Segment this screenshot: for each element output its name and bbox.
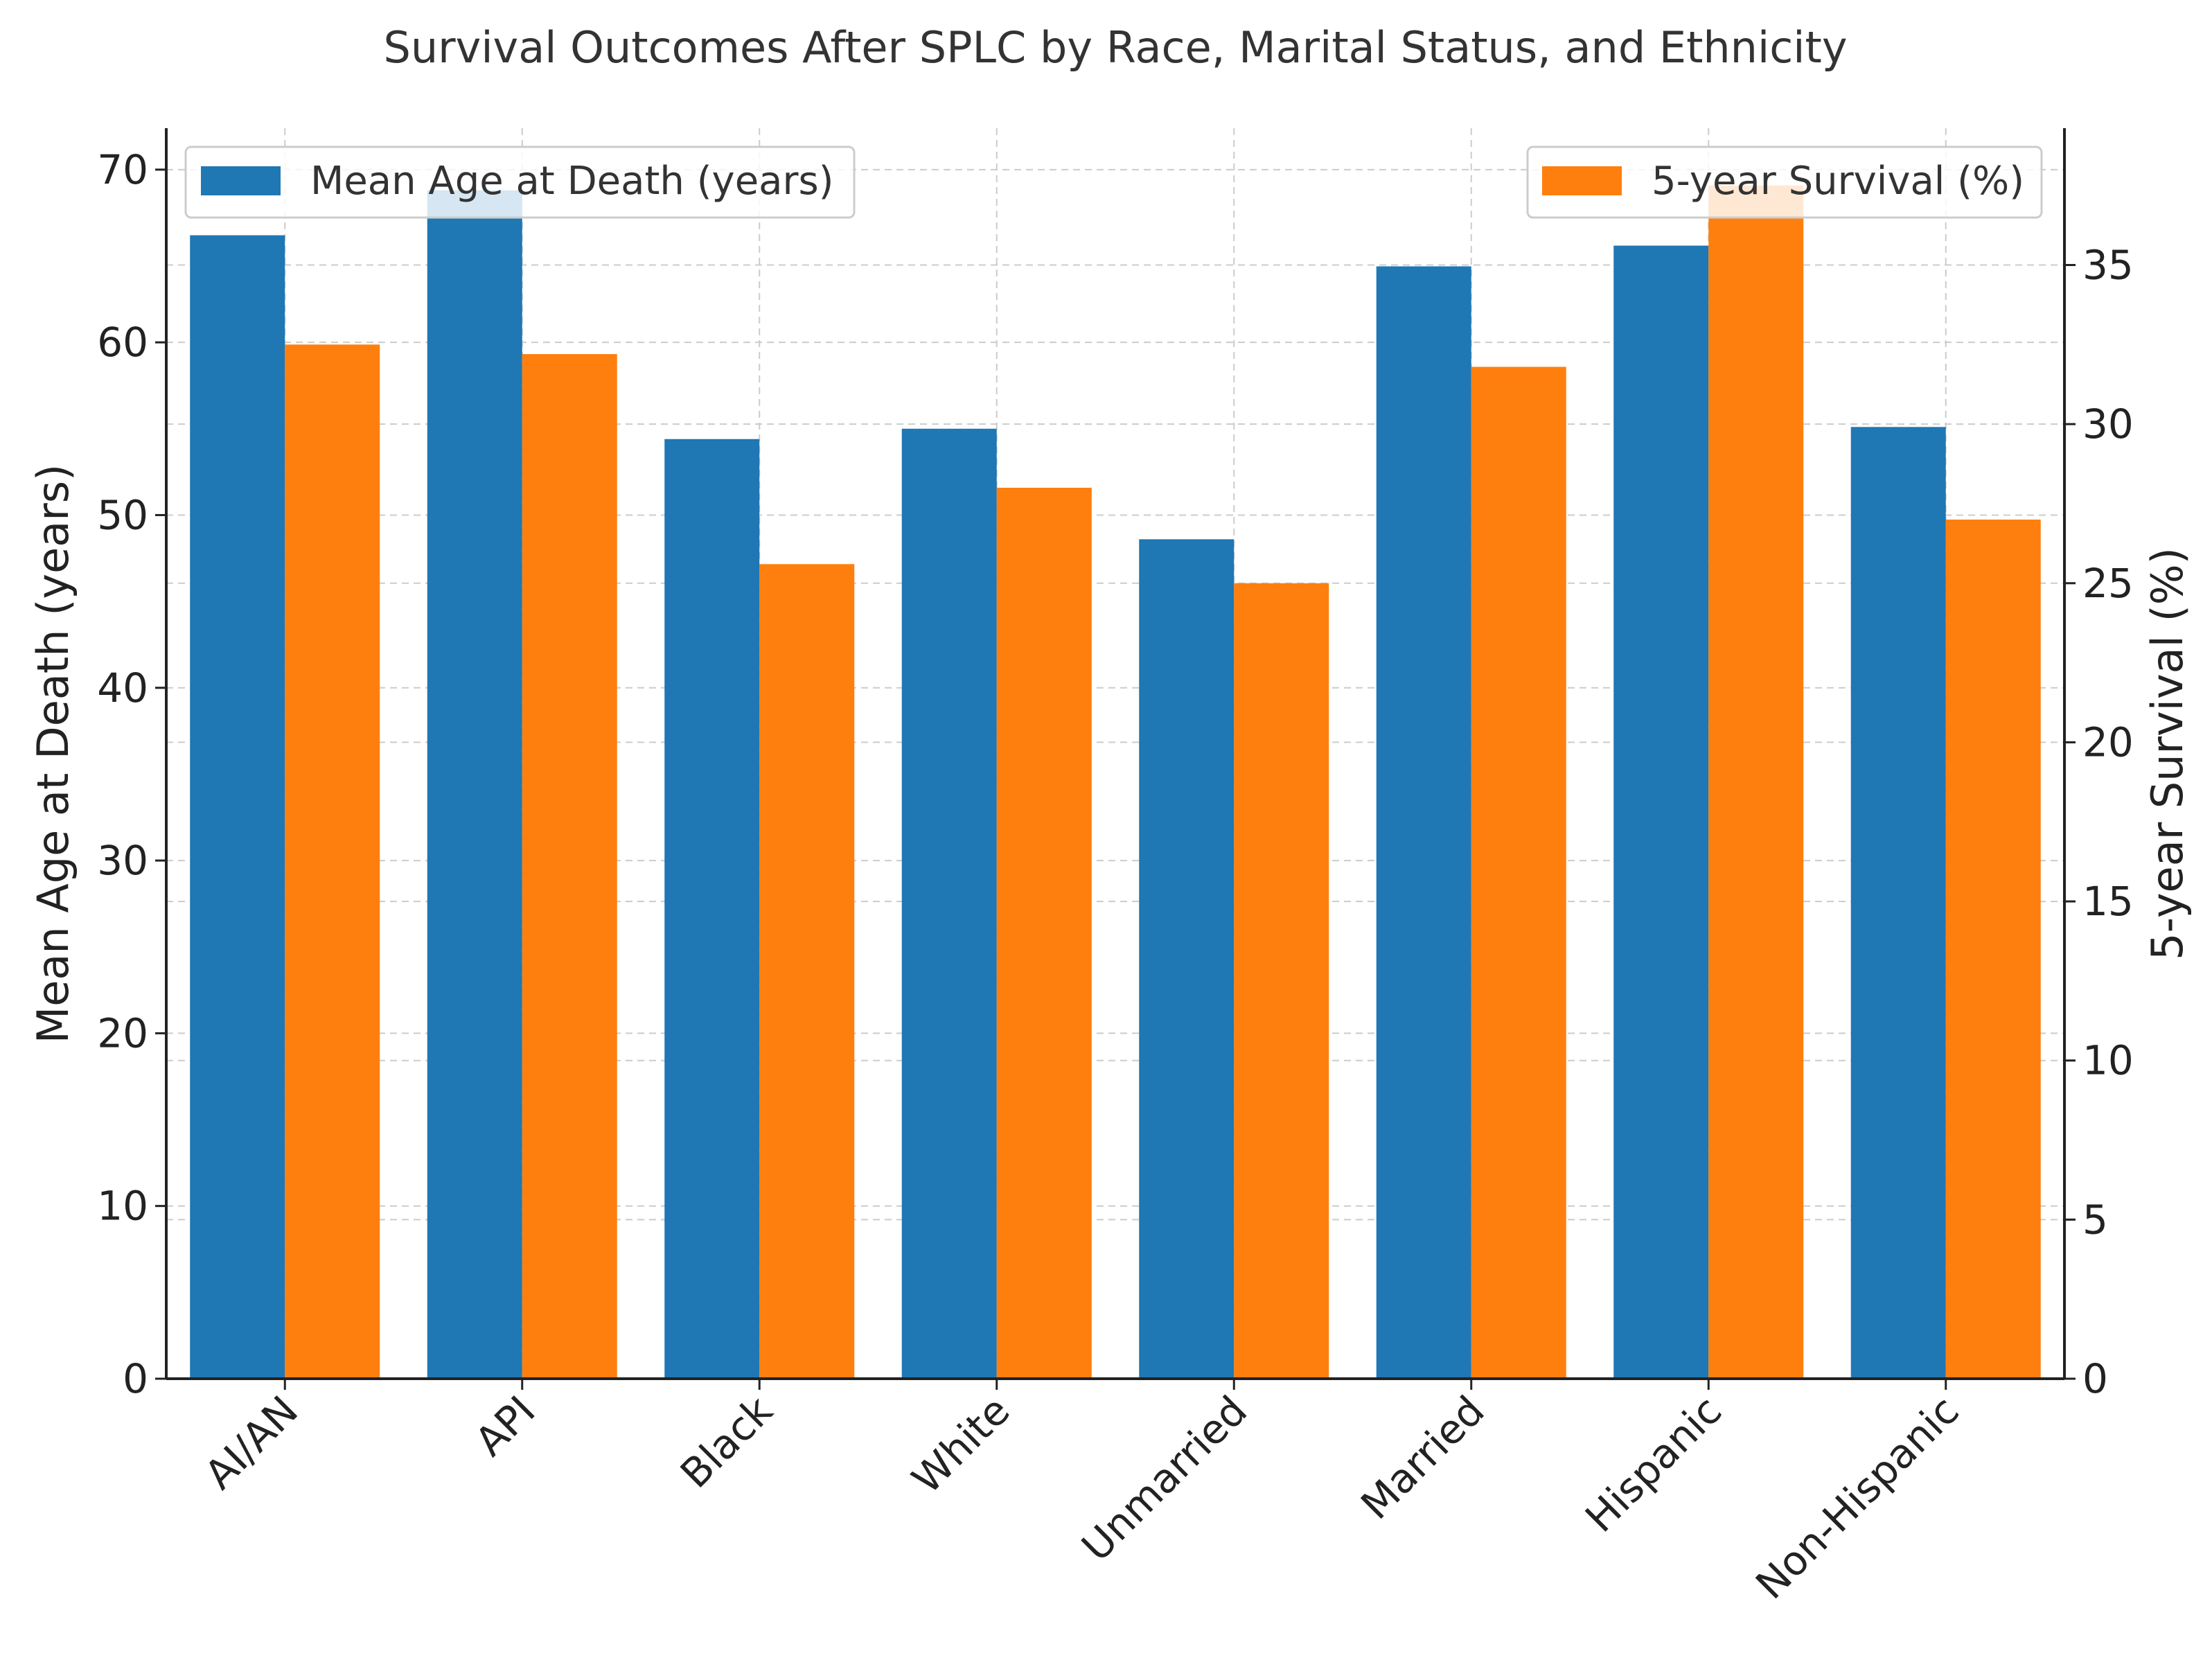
right-tick-label-0: 0 <box>2082 1355 2108 1402</box>
legend-right-box <box>1526 145 2043 219</box>
legend-left-swatch <box>201 166 281 195</box>
legend-right-label: 5-year Survival (%) <box>1652 159 2024 204</box>
left-tick-label-1: 10 <box>97 1183 148 1230</box>
ticks: 0 10 20 30 40 50 60 70 0 5 10 15 20 25 30 35 AI/AN API Bla… <box>97 146 2134 1608</box>
right-tick-label-6: 30 <box>2082 400 2134 448</box>
left-tick-label-4: 40 <box>97 664 148 712</box>
legend-right: 5-year Survival (%) <box>1526 145 2043 219</box>
legend-left-box <box>184 145 856 219</box>
bar-mean-age-unmarried <box>1139 539 1235 1379</box>
bar-survival-non-hispanic <box>1945 519 2041 1379</box>
right-tick-label-7: 35 <box>2082 241 2134 288</box>
legend-right-swatch <box>1542 166 1622 195</box>
bar-mean-age-non-hispanic <box>1850 427 1946 1379</box>
left-tick-label-7: 70 <box>97 146 148 193</box>
x-tick-label-api: API <box>466 1387 545 1465</box>
bar-survival-unmarried <box>1234 583 1329 1379</box>
bar-mean-age-hispanic <box>1613 245 1709 1379</box>
x-tick-label-non-hispanic: Non-Hispanic <box>1746 1387 1967 1608</box>
left-tick-label-6: 60 <box>97 319 148 366</box>
bar-survival-ai-an <box>285 344 380 1379</box>
right-tick-label-2: 10 <box>2082 1037 2134 1084</box>
left-tick-label-0: 0 <box>123 1355 148 1402</box>
left-tick-label-3: 30 <box>97 837 148 884</box>
bar-mean-age-ai-an <box>190 235 285 1379</box>
axes <box>165 128 2066 1380</box>
right-tick-label-4: 20 <box>2082 718 2134 766</box>
left-tick-label-5: 50 <box>97 491 148 538</box>
chart-title: Survival Outcomes After SPLC by Race, Ma… <box>383 22 1847 73</box>
bar-survival-black <box>759 564 855 1379</box>
x-tick-label-unmarried: Unmarried <box>1072 1387 1256 1571</box>
x-tick-label-ai-an: AI/AN <box>195 1387 307 1499</box>
legend-left: Mean Age at Death (years) <box>184 145 856 219</box>
x-tick-label-hispanic: Hispanic <box>1576 1387 1731 1542</box>
bar-survival-hispanic <box>1708 185 1804 1379</box>
left-y-axis-title: Mean Age at Death (years) <box>28 464 78 1043</box>
x-tick-label-married: Married <box>1352 1387 1493 1528</box>
right-tick-label-1: 5 <box>2082 1196 2108 1243</box>
bars <box>190 185 2041 1379</box>
bar-survival-married <box>1471 367 1566 1379</box>
x-tick-label-white: White <box>903 1387 1018 1503</box>
x-tick-label-black: Black <box>671 1387 781 1497</box>
right-tick-label-5: 25 <box>2082 560 2134 607</box>
left-tick-label-2: 20 <box>97 1009 148 1057</box>
bar-mean-age-married <box>1376 266 1471 1379</box>
right-tick-label-3: 15 <box>2082 878 2134 925</box>
bar-mean-age-white <box>901 428 997 1379</box>
legend-left-label: Mean Age at Death (years) <box>310 159 834 204</box>
bar-mean-age-api <box>427 190 522 1379</box>
bar-mean-age-black <box>664 439 760 1379</box>
bar-survival-api <box>522 354 617 1379</box>
right-y-axis-title: 5-year Survival (%) <box>2142 547 2193 960</box>
bar-survival-white <box>996 487 1092 1379</box>
